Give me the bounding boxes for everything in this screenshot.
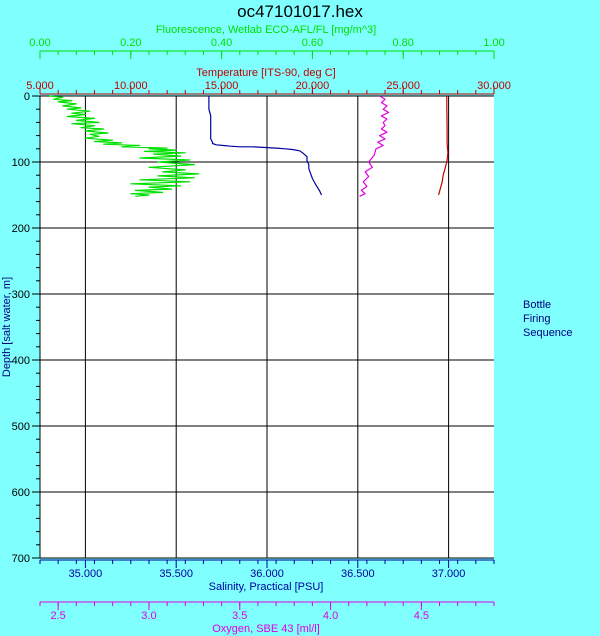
salinity-axis: 35.000 35.500 36.000 36.500 37.000 xyxy=(39,559,495,580)
temperature-axis: 5.000 10.000 15.000 20.000 25.000 30.000 xyxy=(26,80,511,95)
depth-tick-label: 0 xyxy=(24,91,30,103)
depth-tick-label: 300 xyxy=(12,289,30,301)
bottle-label-line-1: Bottle xyxy=(523,299,551,311)
fluorescence-tick-label: 0.20 xyxy=(120,37,141,49)
fluorescence-axis-label: Fluorescence, Wetlab ECO-AFL/FL [mg/m^3] xyxy=(156,24,376,36)
oxygen-tick-label: 2.5 xyxy=(51,610,66,622)
temperature-tick-label: 15.000 xyxy=(205,80,239,92)
temperature-series-line xyxy=(438,96,449,196)
salinity-tick-label: 35.500 xyxy=(159,568,193,580)
oxygen-tick-label: 3.0 xyxy=(141,610,156,622)
oxygen-axis-label: Oxygen, SBE 43 [ml/l] xyxy=(212,623,320,635)
depth-tick-label: 100 xyxy=(12,157,30,169)
bottle-label-line-3: Sequence xyxy=(523,327,573,339)
oxygen-tick-label: 3.5 xyxy=(232,610,247,622)
oxygen-tick-label: 4.5 xyxy=(414,610,429,622)
fluorescence-series-line xyxy=(49,95,200,197)
depth-tick-label: 500 xyxy=(12,421,30,433)
salinity-tick-label: 35.000 xyxy=(69,568,103,580)
temperature-tick-label: 30.000 xyxy=(477,80,511,92)
depth-tick-label: 200 xyxy=(12,223,30,235)
salinity-axis-label: Salinity, Practical [PSU] xyxy=(209,581,324,593)
fluorescence-tick-label: 0.40 xyxy=(211,37,232,49)
depth-tick-label: 600 xyxy=(12,487,30,499)
fluorescence-tick-label: 0.00 xyxy=(29,37,50,49)
salinity-tick-label: 37.000 xyxy=(432,568,466,580)
oxygen-tick-label: 4.0 xyxy=(323,610,338,622)
salinity-series-line xyxy=(208,96,323,196)
temperature-axis-label: Temperature [ITS-90, deg C] xyxy=(196,67,335,79)
fluorescence-tick-label: 1.00 xyxy=(483,37,504,49)
oxygen-series-line xyxy=(359,95,390,197)
fluorescence-axis: 0.00 0.20 0.40 0.60 0.80 1.00 xyxy=(29,37,505,59)
temperature-tick-label: 10.000 xyxy=(114,80,148,92)
depth-tick-label: 400 xyxy=(12,355,30,367)
chart-title: oc47101017.hex xyxy=(237,2,363,21)
bottle-label-line-2: Firing xyxy=(523,313,551,325)
temperature-tick-label: 5.000 xyxy=(26,80,54,92)
fluorescence-tick-label: 0.60 xyxy=(302,37,323,49)
temperature-tick-label: 25.000 xyxy=(386,80,420,92)
temperature-tick-label: 20.000 xyxy=(296,80,330,92)
depth-axis-label: Depth [salt water, m] xyxy=(1,277,13,377)
salinity-tick-label: 36.000 xyxy=(250,568,284,580)
oxygen-axis: 2.5 3.0 3.5 4.0 4.5 xyxy=(39,601,495,622)
salinity-tick-label: 36.500 xyxy=(341,568,375,580)
depth-tick-label: 700 xyxy=(12,553,30,565)
fluorescence-tick-label: 0.80 xyxy=(392,37,413,49)
grid-lines xyxy=(39,95,494,559)
depth-axis: 0 100 200 300 400 500 600 700 xyxy=(12,91,40,565)
series-layer xyxy=(49,95,449,197)
